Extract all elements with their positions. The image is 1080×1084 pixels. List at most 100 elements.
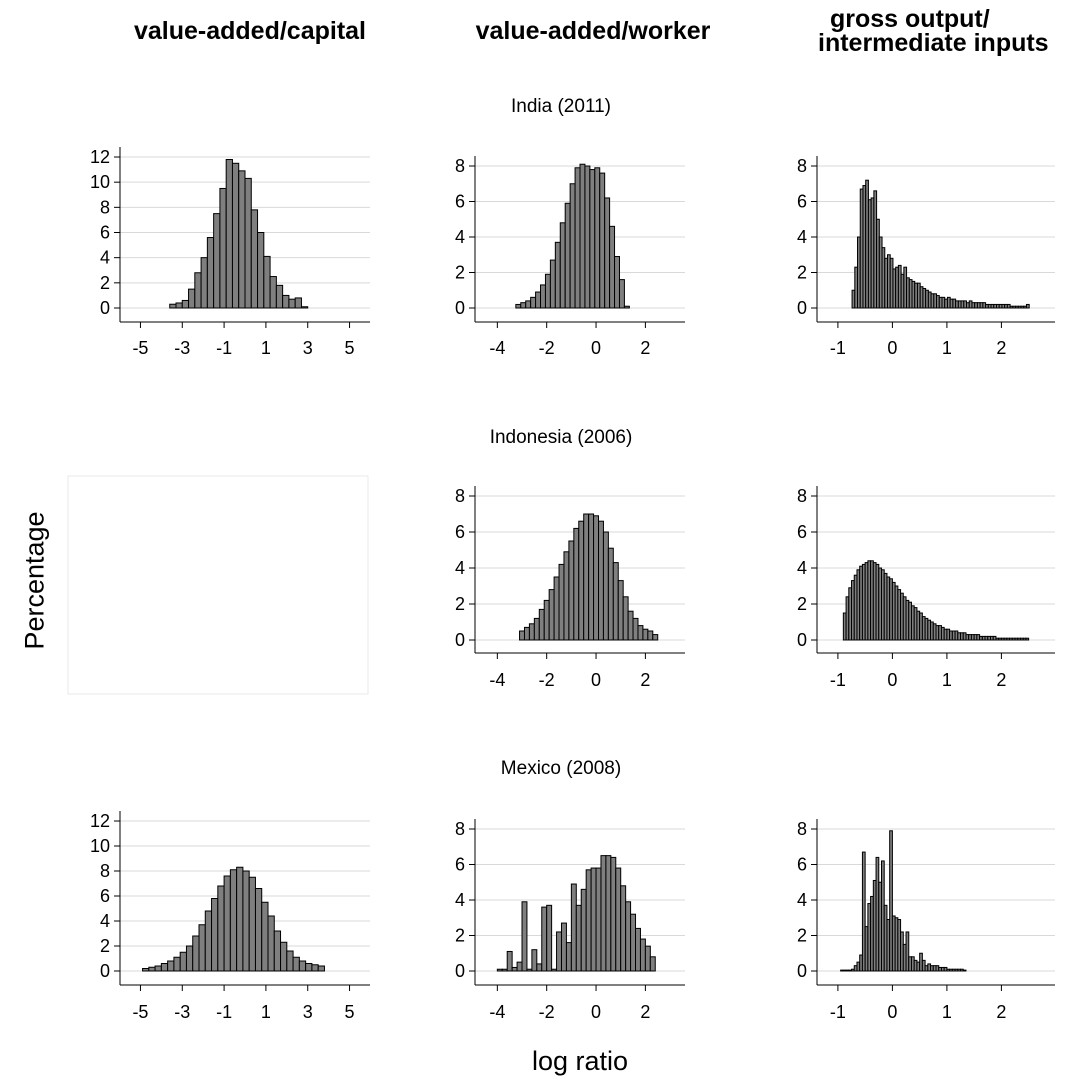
- histogram-panel: 0 2 4 6 8 -4 -2 0 2: [455, 486, 685, 690]
- histogram-bar: [575, 904, 582, 972]
- histogram-bar: [194, 272, 202, 309]
- histogram-bar: [564, 202, 571, 309]
- histogram-bar: [280, 941, 288, 972]
- histogram-bar: [962, 969, 967, 972]
- y-tick-label: 2: [797, 263, 807, 283]
- histogram-bar: [261, 901, 269, 972]
- y-tick-label: 6: [100, 223, 110, 243]
- x-tick-label: 3: [303, 338, 313, 358]
- x-tick-label: 2: [640, 1002, 650, 1022]
- histogram-bar: [627, 610, 634, 641]
- histogram-bar: [889, 830, 893, 972]
- histogram-bar: [519, 630, 525, 641]
- x-tick-label: 0: [887, 670, 897, 690]
- histogram-panel: 0 2 4 6 8 10 12 -5 -3 -1 1 3 5: [90, 811, 370, 1022]
- histogram-bar: [311, 964, 319, 972]
- histogram-bar: [250, 209, 259, 309]
- histogram-bar: [652, 634, 659, 641]
- histogram-bar: [526, 968, 533, 972]
- histogram-bar: [530, 296, 537, 309]
- histogram-bar: [604, 197, 611, 309]
- histogram-bar: [238, 170, 246, 309]
- y-tick-label: 6: [455, 855, 465, 875]
- histogram-bar: [568, 540, 575, 641]
- histogram-bar: [242, 870, 250, 972]
- histogram-bar: [254, 888, 263, 972]
- histogram-bar: [635, 927, 641, 972]
- histogram-bar: [188, 288, 196, 309]
- y-tick-label: 4: [100, 911, 110, 931]
- y-tick-label: 0: [797, 630, 807, 650]
- histogram-bar: [625, 901, 632, 972]
- histogram-bar: [588, 513, 595, 641]
- histogram-bar: [167, 960, 175, 972]
- y-tick-label: 6: [455, 192, 465, 212]
- y-tick-label: 4: [797, 227, 807, 247]
- y-tick-label: 0: [797, 961, 807, 981]
- histogram-bar: [263, 255, 271, 309]
- histogram-bar: [554, 241, 561, 309]
- row-title-mexico: Mexico (2008): [500, 758, 622, 779]
- y-tick-label: 0: [100, 298, 110, 318]
- histogram-bar: [570, 883, 577, 972]
- histogram-bar: [533, 617, 540, 641]
- histogram-panel: 0 2 4 6 8 -1 0 1 2: [797, 486, 1055, 690]
- histogram-bar: [160, 963, 169, 972]
- histogram-bar: [511, 966, 518, 972]
- y-tick-label: 2: [455, 263, 465, 283]
- histogram-bar: [600, 855, 607, 972]
- histogram-bar: [559, 222, 566, 309]
- histogram-bar: [236, 866, 244, 972]
- histogram-bar: [525, 300, 532, 309]
- histogram-bar: [614, 256, 620, 309]
- y-tick-label: 4: [455, 890, 465, 910]
- histogram-bar: [565, 942, 572, 972]
- y-tick-label: 8: [455, 819, 465, 839]
- histogram-bar: [861, 851, 866, 972]
- x-tick-label: -5: [132, 1002, 148, 1022]
- x-tick-label: 1: [261, 1002, 271, 1022]
- histogram-panel: 0 2 4 6 8 -4 -2 0 2: [455, 156, 685, 358]
- histogram-bar: [623, 305, 630, 309]
- y-tick-label: 6: [797, 192, 807, 212]
- histogram-bar: [515, 303, 522, 309]
- y-tick-label: 6: [100, 886, 110, 906]
- y-tick-label: 6: [455, 522, 465, 542]
- x-tick-label: -3: [174, 1002, 190, 1022]
- y-tick-label: 12: [90, 147, 110, 167]
- y-tick-label: 2: [100, 936, 110, 956]
- histogram-bar: [300, 306, 309, 309]
- y-tick-label: 10: [90, 172, 110, 192]
- histogram-bar: [1025, 637, 1030, 641]
- histogram-panel: 0 2 4 6 8 -1 0 1 2: [797, 156, 1055, 358]
- histogram-bar: [244, 177, 252, 309]
- histogram-bar: [632, 617, 639, 641]
- x-tick-label: 2: [996, 670, 1006, 690]
- x-tick-label: -1: [830, 338, 846, 358]
- histogram-bar: [622, 596, 629, 641]
- histogram-bar: [501, 968, 508, 972]
- y-tick-label: 6: [797, 522, 807, 542]
- histogram-bar: [248, 876, 256, 972]
- histogram-bar: [599, 172, 606, 309]
- x-tick-label: 3: [303, 1002, 313, 1022]
- x-tick-label: 1: [942, 1002, 952, 1022]
- x-tick-label: 2: [640, 338, 650, 358]
- histogram-bar: [573, 527, 580, 641]
- histogram-bar: [181, 299, 190, 309]
- histogram-bar: [584, 165, 591, 309]
- histogram-bar: [229, 869, 238, 972]
- x-tick-label: -1: [216, 1002, 232, 1022]
- histogram-bar: [206, 237, 215, 309]
- histogram-bar: [544, 273, 551, 309]
- y-tick-label: 8: [100, 861, 110, 881]
- x-tick-label: 0: [887, 1002, 897, 1022]
- histogram-bar: [560, 922, 567, 972]
- histogram-bar: [540, 284, 546, 309]
- histogram-bar: [615, 867, 622, 972]
- histogram-bar: [594, 167, 601, 309]
- histogram-bar: [294, 297, 302, 309]
- histogram-bar: [551, 968, 558, 972]
- histogram-bar: [516, 961, 523, 972]
- histogram-bar: [593, 515, 600, 641]
